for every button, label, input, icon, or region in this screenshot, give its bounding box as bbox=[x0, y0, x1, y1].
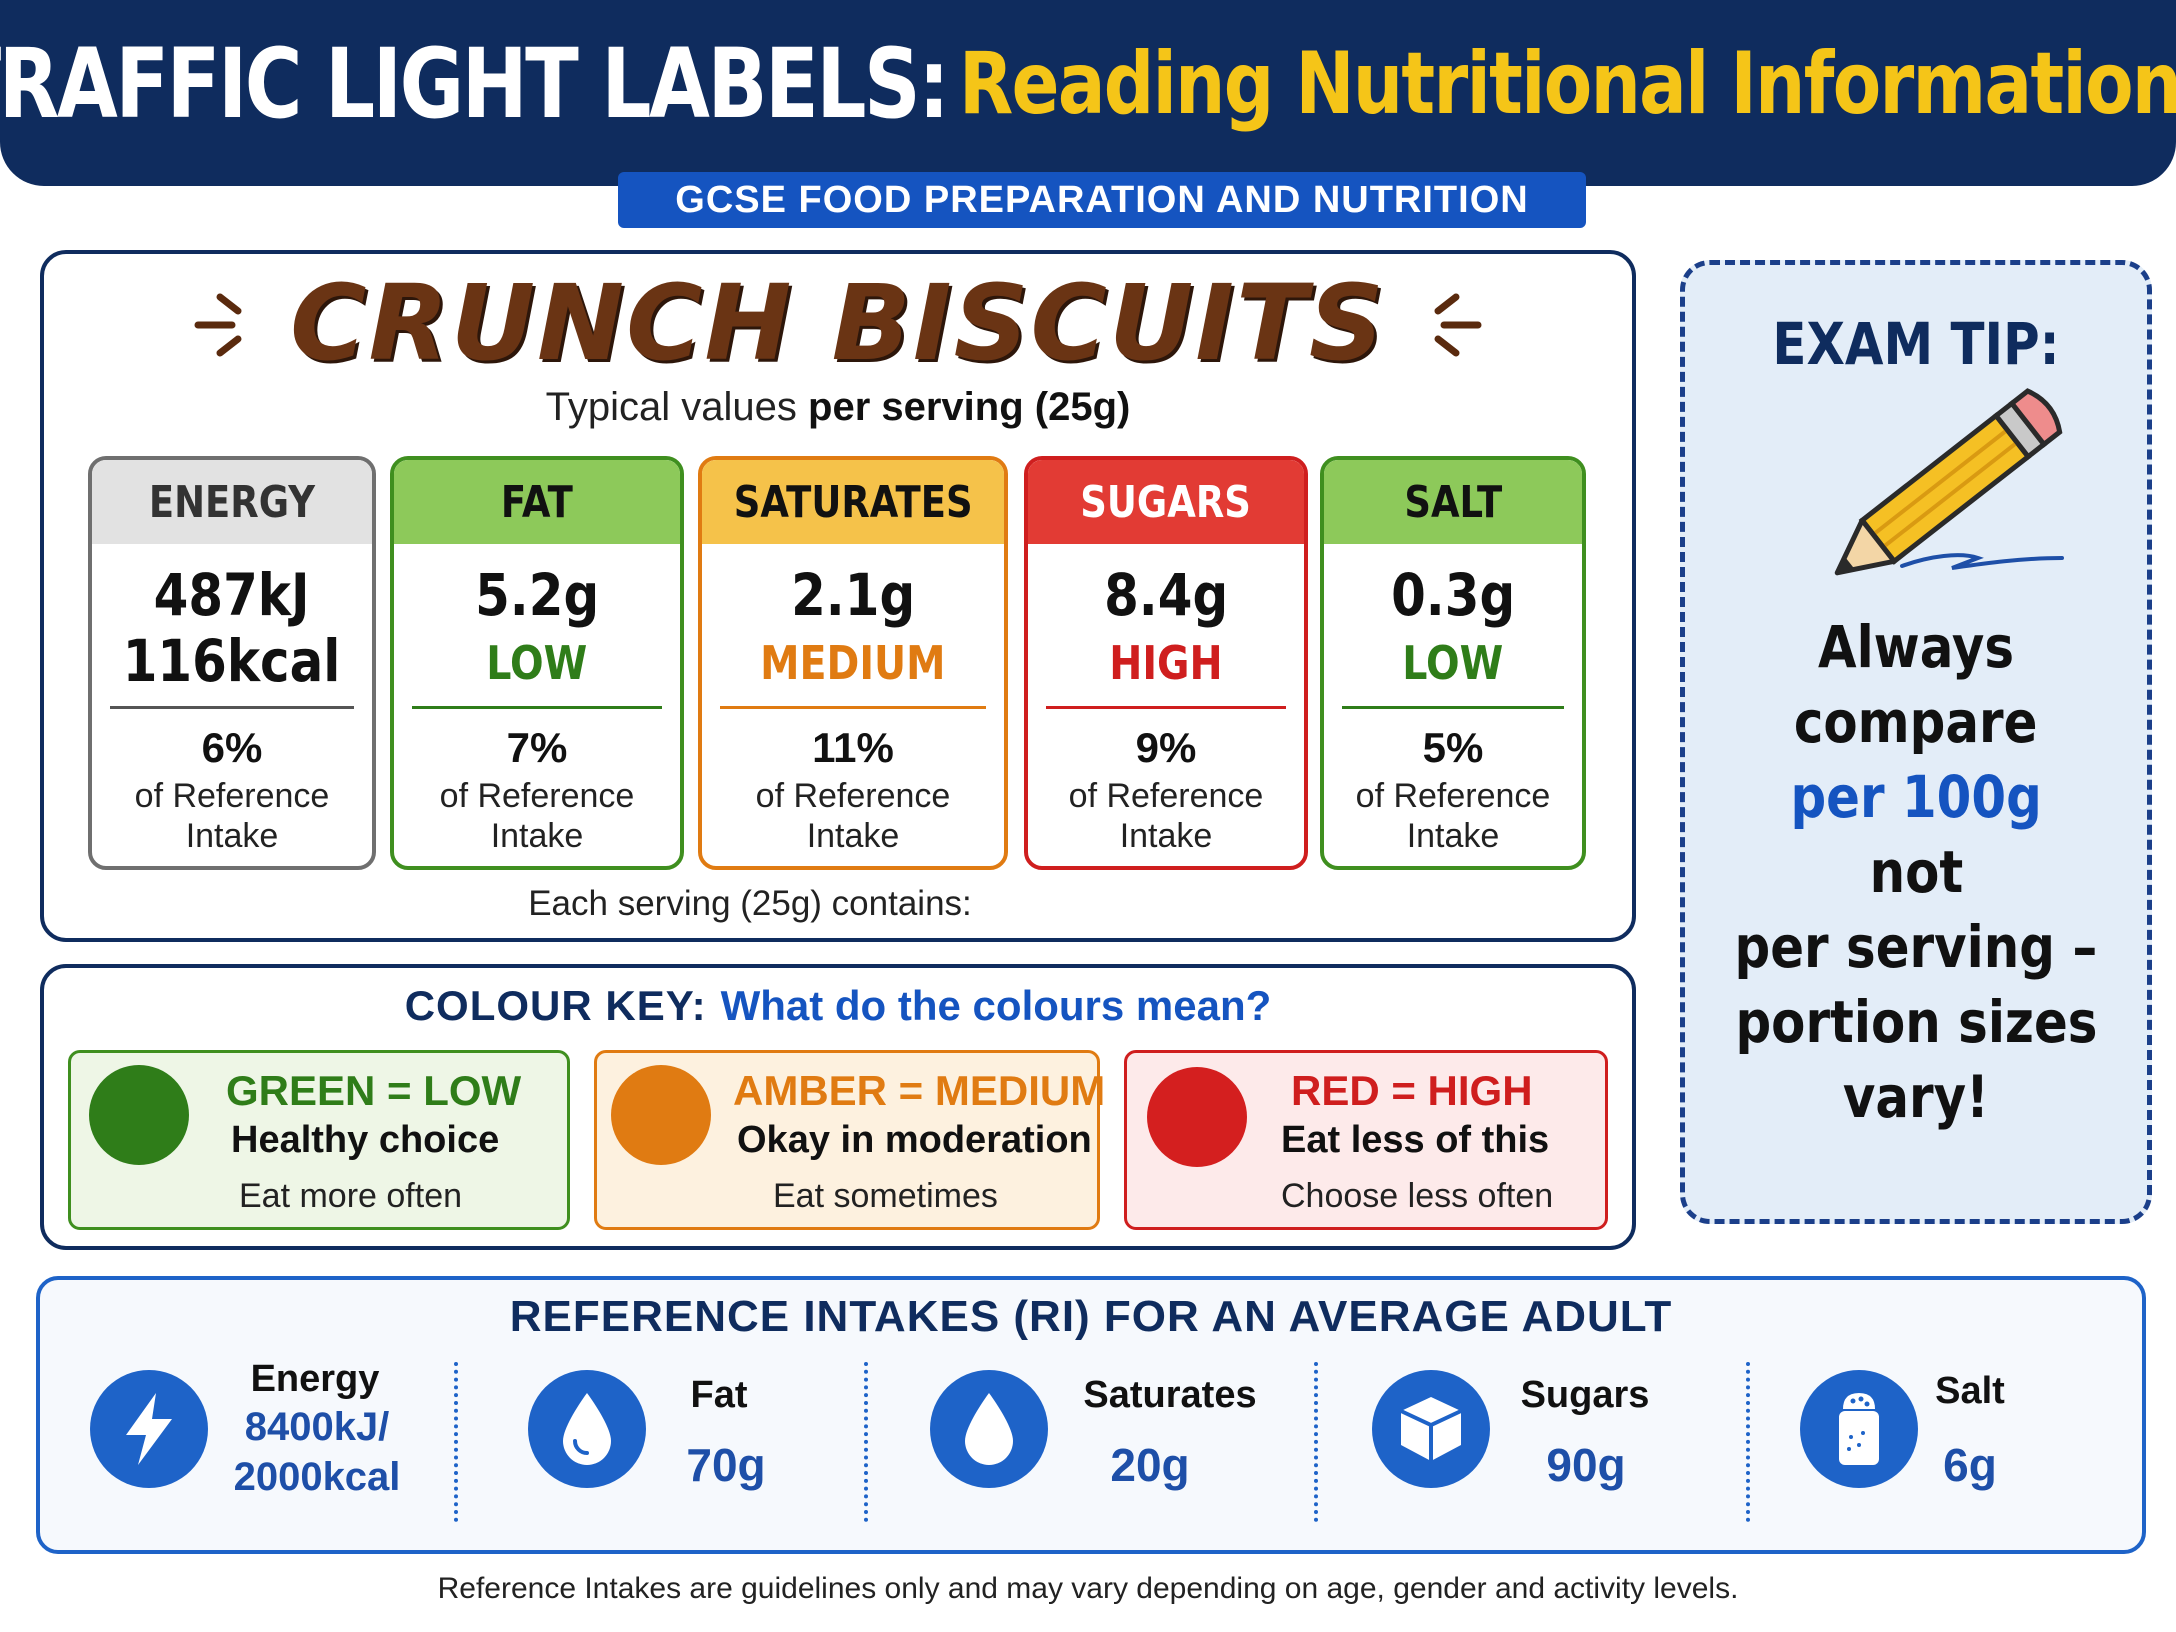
nutrient-percent: 5% bbox=[1422, 724, 1484, 771]
nutrient-name: SATURATES bbox=[702, 460, 1004, 544]
reference-intakes-heading: REFERENCE INTAKES (RI) FOR AN AVERAGE AD… bbox=[509, 1292, 1673, 1341]
salt-shaker-icon bbox=[1800, 1370, 1918, 1488]
key-action: Eat sometimes bbox=[773, 1177, 998, 1215]
colour-key-heading: COLOUR KEY: What do the colours mean? bbox=[40, 982, 1636, 1030]
key-action: Choose less often bbox=[1281, 1177, 1554, 1215]
key-card-green: GREEN = LOW Healthy choice Eat more ofte… bbox=[68, 1050, 570, 1230]
nutrient-ri-caption: of Reference Intake bbox=[755, 777, 951, 855]
exam-tip-text: Always compare per 100g not per serving … bbox=[1680, 610, 2152, 1135]
nutrient-ri-caption: of Reference Intake bbox=[1068, 777, 1264, 855]
nutrient-level: LOW bbox=[486, 636, 588, 690]
nutrient-value: 0.3g bbox=[1390, 561, 1516, 629]
product-title-row: CRUNCH BISCUITS bbox=[0, 262, 1676, 384]
key-card-red: RED = HIGH Eat less of this Choose less … bbox=[1124, 1050, 1608, 1230]
nutrient-card-saturates: SATURATES 2.1g MEDIUM 11% of Reference In… bbox=[698, 456, 1008, 870]
exam-tip-panel bbox=[1680, 260, 2152, 1224]
ri-divider bbox=[1314, 1362, 1318, 1522]
burst-left-icon bbox=[194, 293, 242, 357]
nutrient-divider bbox=[720, 706, 986, 709]
ri-label-salt: Salt bbox=[1935, 1370, 2005, 1412]
nutrient-ri-caption: of Reference Intake bbox=[439, 777, 635, 855]
key-title: GREEN = LOW bbox=[226, 1067, 522, 1114]
typical-values-serving: per serving (25g) bbox=[808, 385, 1131, 429]
nutrient-level: LOW bbox=[1402, 636, 1504, 690]
nutrient-divider bbox=[1342, 706, 1564, 709]
serving-note: Each serving (25g) contains: bbox=[528, 884, 972, 923]
ri-label-energy: Energy bbox=[250, 1358, 380, 1400]
colour-key-label: COLOUR KEY: bbox=[404, 982, 707, 1029]
sugar-cube-icon bbox=[1372, 1370, 1490, 1488]
key-description: Okay in moderation bbox=[737, 1119, 1092, 1161]
ri-divider bbox=[864, 1362, 868, 1522]
reference-intakes-panel bbox=[36, 1276, 2146, 1554]
typical-values-caption: Typical values per serving (25g) bbox=[40, 385, 1636, 430]
title-main: TRAFFIC LIGHT LABELS: bbox=[0, 28, 949, 140]
droplet-icon bbox=[528, 1370, 646, 1488]
nutrient-divider bbox=[110, 706, 354, 709]
nutrient-name: FAT bbox=[394, 460, 680, 544]
typical-values-prefix: Typical values bbox=[545, 385, 797, 429]
exam-tip-heading: EXAM TIP: bbox=[1772, 310, 2060, 378]
red-dot-icon bbox=[1147, 1067, 1247, 1167]
ri-divider bbox=[1746, 1362, 1750, 1522]
ri-value-fat: 70g bbox=[686, 1439, 766, 1491]
tip-line: Always bbox=[1817, 613, 2015, 681]
key-description: Healthy choice bbox=[231, 1119, 500, 1161]
tip-line: not bbox=[1869, 838, 1963, 906]
nutrient-card-salt: SALT 0.3g LOW 5% of Reference Intake bbox=[1320, 456, 1586, 870]
amber-dot-icon bbox=[611, 1065, 711, 1165]
tip-line: compare bbox=[1794, 688, 2038, 756]
nutrient-percent: 9% bbox=[1135, 724, 1197, 771]
nutrient-value: 5.2g bbox=[474, 561, 600, 629]
ri-value-energy: 8400kJ/ 2000kcal bbox=[233, 1405, 401, 1499]
colour-key-question: What do the colours mean? bbox=[720, 982, 1272, 1029]
key-title: RED = HIGH bbox=[1291, 1067, 1533, 1114]
nutrient-divider bbox=[1046, 706, 1286, 709]
title-subtitle: Reading Nutritional Information bbox=[958, 34, 2176, 134]
key-card-amber: AMBER = MEDIUM Okay in moderation Eat so… bbox=[594, 1050, 1105, 1230]
nutrient-name: SUGARS bbox=[1028, 460, 1304, 544]
nutrient-name: ENERGY bbox=[92, 460, 372, 544]
ri-label-saturates: Saturates bbox=[1083, 1374, 1257, 1416]
nutrient-divider bbox=[412, 706, 662, 709]
ri-label-sugars: Sugars bbox=[1520, 1374, 1650, 1416]
nutrient-level: MEDIUM bbox=[760, 636, 946, 690]
key-title: AMBER = MEDIUM bbox=[733, 1067, 1106, 1114]
nutrient-card-fat: FAT 5.2g LOW 7% of Reference Intake bbox=[390, 456, 684, 870]
tip-line: vary! bbox=[1842, 1063, 1990, 1131]
ri-value-saturates: 20g bbox=[1110, 1439, 1190, 1491]
ri-label-fat: Fat bbox=[690, 1374, 748, 1416]
nutrient-ri-caption: of Reference Intake bbox=[1355, 777, 1551, 855]
header-banner: TRAFFIC LIGHT LABELS: Reading Nutritiona… bbox=[0, 0, 2176, 186]
subject-banner: GCSE FOOD PREPARATION AND NUTRITION bbox=[618, 172, 1586, 228]
burst-right-icon bbox=[1434, 293, 1482, 357]
ri-divider bbox=[454, 1362, 458, 1522]
tip-line: portion sizes bbox=[1734, 988, 2098, 1056]
key-description: Eat less of this bbox=[1281, 1119, 1550, 1161]
pencil-icon bbox=[1834, 388, 2064, 576]
nutrient-card-energy: ENERGY 487kJ 116kcal 6% of Reference Inta… bbox=[88, 456, 376, 870]
nutrient-percent: 6% bbox=[201, 724, 263, 771]
nutrient-card-sugars: SUGARS 8.4g HIGH 9% of Reference Intake bbox=[1024, 456, 1308, 870]
green-dot-icon bbox=[89, 1065, 189, 1165]
nutrient-name: SALT bbox=[1324, 460, 1582, 544]
nutrient-percent: 7% bbox=[506, 724, 568, 771]
page-title: TRAFFIC LIGHT LABELS: Reading Nutritiona… bbox=[0, 28, 2176, 140]
key-action: Eat more often bbox=[239, 1177, 463, 1215]
nutrient-value: 2.1g bbox=[790, 561, 916, 629]
tip-line: per serving – bbox=[1734, 913, 2098, 981]
footnote: Reference Intakes are guidelines only an… bbox=[437, 1572, 1739, 1605]
product-name: CRUNCH BISCUITS bbox=[290, 262, 1386, 384]
lightning-icon bbox=[90, 1370, 208, 1488]
nutrient-value: 487kJ 116kcal bbox=[123, 561, 341, 695]
droplet-icon bbox=[930, 1370, 1048, 1488]
tip-line-highlight: per 100g bbox=[1790, 763, 2042, 831]
nutrient-ri-caption: of Reference Intake bbox=[134, 777, 330, 855]
nutrient-level: HIGH bbox=[1109, 636, 1223, 690]
ri-value-salt: 6g bbox=[1943, 1439, 1997, 1491]
nutrient-value: 8.4g bbox=[1103, 561, 1229, 629]
ri-value-sugars: 90g bbox=[1546, 1439, 1626, 1491]
nutrient-percent: 11% bbox=[812, 724, 894, 771]
